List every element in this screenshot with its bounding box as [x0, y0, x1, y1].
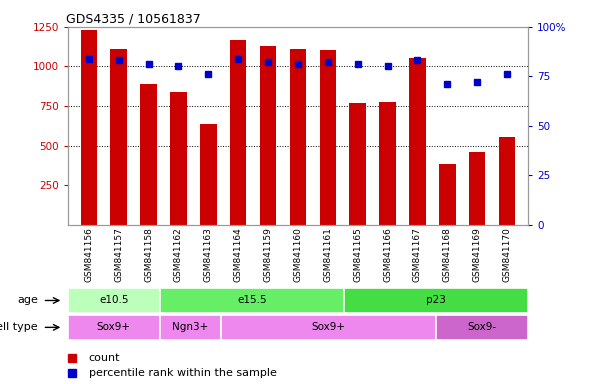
Text: Ngn3+: Ngn3+ [172, 322, 209, 333]
Bar [379, 102, 396, 225]
Bar [68, 288, 160, 313]
Bar [344, 288, 528, 313]
Text: Sox9+: Sox9+ [312, 322, 346, 333]
Bar [439, 164, 455, 225]
Bar [160, 315, 221, 340]
Text: age: age [17, 295, 38, 306]
Bar [349, 103, 366, 225]
Bar [170, 92, 186, 225]
Bar [290, 49, 306, 225]
Text: e10.5: e10.5 [99, 295, 129, 306]
Text: Sox9-: Sox9- [467, 322, 497, 333]
Bar [200, 124, 217, 225]
Bar [81, 30, 97, 225]
Bar [260, 46, 276, 225]
Text: e15.5: e15.5 [237, 295, 267, 306]
Bar [469, 152, 486, 225]
Text: percentile rank within the sample: percentile rank within the sample [88, 368, 277, 378]
Bar [140, 84, 157, 225]
Bar [110, 49, 127, 225]
Text: Sox9+: Sox9+ [97, 322, 131, 333]
Bar [160, 288, 344, 313]
Bar [409, 58, 426, 225]
Text: p23: p23 [426, 295, 446, 306]
Text: cell type: cell type [0, 322, 38, 333]
Bar [221, 315, 436, 340]
Text: GDS4335 / 10561837: GDS4335 / 10561837 [65, 13, 200, 26]
Bar [68, 315, 160, 340]
Bar [499, 137, 515, 225]
Text: count: count [88, 353, 120, 363]
Bar [230, 40, 247, 225]
Bar [436, 315, 528, 340]
Bar [320, 50, 336, 225]
